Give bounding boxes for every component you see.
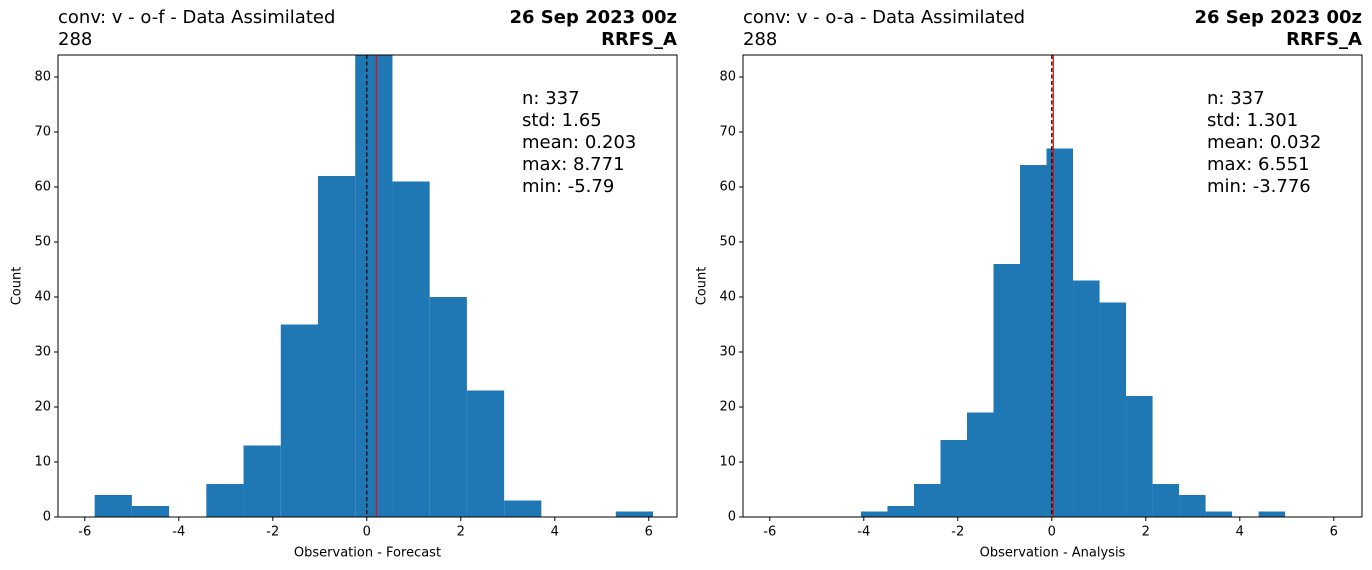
bar [1073,280,1100,517]
bar [318,176,356,517]
title-left: conv: v - o-a - Data Assimilated [743,7,1025,28]
stats-text: std: 1.65 [522,110,602,131]
x-tick-label: 4 [1236,525,1244,540]
y-tick-label: 0 [43,510,51,525]
y-tick-label: 20 [719,400,736,415]
x-tick-label: 4 [551,525,559,540]
x-tick-label: 6 [645,525,653,540]
y-tick-label: 50 [34,235,51,250]
y-tick-label: 10 [719,455,736,470]
y-tick-label: 20 [34,400,51,415]
x-tick-label: -2 [951,525,964,540]
bar [1046,148,1074,517]
title-right: 26 Sep 2023 00z [1194,7,1362,28]
stats-text: std: 1.301 [1207,110,1298,131]
y-tick-label: 60 [34,180,51,195]
y-tick-label: 30 [34,345,51,360]
x-tick-label: -4 [172,525,185,540]
stats-text: mean: 0.032 [1207,132,1321,153]
title-right: RRFS_A [1286,29,1362,50]
bar [1020,165,1047,517]
y-tick-label: 80 [34,70,51,85]
title-right: RRFS_A [601,29,677,50]
x-tick-label: 0 [363,525,371,540]
x-axis-label: Observation - Analysis [980,546,1126,561]
bar [1258,511,1286,517]
bar [1099,302,1127,517]
x-tick-label: -2 [266,525,279,540]
y-tick-label: 60 [719,180,736,195]
y-tick-label: 40 [719,290,736,305]
bar [243,445,281,517]
stats-text: mean: 0.203 [522,132,636,153]
stats-text: min: -5.79 [522,176,614,197]
bar [466,390,505,517]
y-axis-label: Count [695,267,710,306]
y-tick-label: 70 [719,125,736,140]
stats-text: max: 6.551 [1207,154,1310,175]
y-tick-label: 10 [34,455,51,470]
bar [860,511,888,517]
bar [1179,495,1206,517]
bar [504,500,542,517]
bar [355,55,393,517]
x-tick-label: 0 [1048,525,1056,540]
bar [967,412,994,517]
bar [280,324,319,517]
stats-text: max: 8.771 [522,154,625,175]
bar [1126,396,1153,517]
bar [429,297,467,517]
bar [1152,484,1180,517]
y-tick-label: 80 [719,70,736,85]
y-tick-label: 70 [34,125,51,140]
y-tick-label: 0 [728,510,736,525]
bar [993,264,1021,517]
bar [131,506,170,517]
bar [94,495,132,517]
y-tick-label: 40 [34,290,51,305]
title-left: 288 [743,29,777,50]
plot-frame [57,54,678,518]
bar [887,506,914,517]
x-tick-label: -6 [763,525,776,540]
bar [1205,511,1233,517]
y-tick-label: 30 [719,345,736,360]
x-tick-label: 2 [457,525,465,540]
title-left: conv: v - o-f - Data Assimilated [58,7,335,28]
x-tick-label: -6 [78,525,91,540]
stats-text: min: -3.776 [1207,176,1311,197]
x-axis-label: Observation - Forecast [294,546,441,561]
y-tick-label: 50 [719,235,736,250]
x-tick-label: -4 [857,525,870,540]
bar [615,511,654,517]
title-right: 26 Sep 2023 00z [509,7,677,28]
bar [913,484,941,517]
bar [940,440,968,517]
plot-frame [742,54,1363,518]
bar [206,484,244,517]
stats-text: n: 337 [522,88,580,109]
bar [392,181,430,517]
x-tick-label: 2 [1142,525,1150,540]
title-left: 288 [58,29,92,50]
x-tick-label: 6 [1330,525,1338,540]
stats-text: n: 337 [1207,88,1265,109]
y-axis-label: Count [10,267,25,306]
